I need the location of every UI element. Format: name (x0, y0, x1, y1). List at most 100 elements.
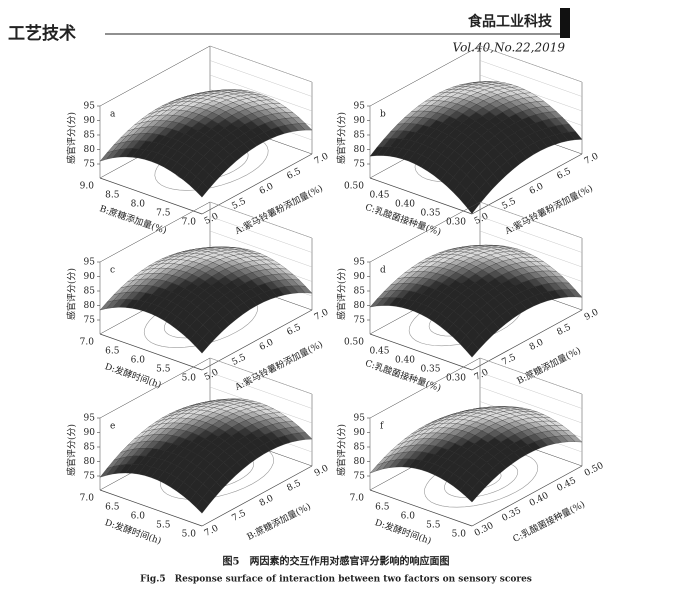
left-tick-label: 7.0 (182, 218, 197, 228)
back-grid (479, 216, 583, 253)
axis-line (471, 309, 583, 371)
z-tick-label: 90 (354, 272, 366, 282)
axis-line (201, 153, 313, 215)
surface-cell (195, 497, 210, 514)
left-tick-label: 5.5 (156, 365, 171, 375)
back-grid (209, 216, 313, 253)
z-tick-label: 95 (84, 414, 96, 424)
z-tick-label: 75 (84, 316, 96, 326)
back-grid (479, 201, 583, 239)
axis-line (369, 333, 473, 371)
left-tick-label: 5.0 (452, 530, 467, 540)
header-block (560, 8, 570, 38)
caption-en: Fig.5 Response surface of interaction be… (140, 575, 532, 585)
left-tick-label: 6.5 (105, 347, 120, 357)
volume: Vol.40,No.22,2019 (453, 41, 566, 55)
panel-label: c (110, 266, 115, 276)
caption-cn: 图5 两因素的交互作用对感官评分影响的响应面图 (223, 555, 450, 568)
z-tick-label: 90 (84, 428, 96, 438)
z-tick-label: 80 (354, 301, 366, 311)
back-grid (209, 230, 313, 268)
axis-line (99, 333, 203, 371)
left-tick-label: 0.50 (344, 338, 364, 348)
z-tick-label: 95 (354, 414, 366, 424)
right-tick-label: 6.5 (555, 166, 573, 182)
surface-cell (465, 488, 480, 503)
right-tick-label: 6.5 (285, 322, 303, 338)
right-tick-label: 7.5 (230, 508, 248, 524)
z-tick-label: 90 (84, 272, 96, 282)
z-tick-label: 75 (84, 472, 96, 482)
box-edge (369, 357, 481, 419)
box-edge (99, 201, 211, 263)
left-tick-label: 6.0 (131, 356, 146, 366)
right-tick-label: 8.5 (555, 322, 573, 338)
z-axis-title: 感官评分(分) (66, 424, 78, 476)
right-tick-label: 5.5 (500, 196, 518, 212)
back-grid (209, 372, 313, 409)
back-grid (479, 60, 583, 97)
z-tick-label: 95 (84, 258, 96, 268)
left-tick-label: 6.0 (131, 512, 146, 522)
z-axis-title: 感官评分(分) (336, 424, 348, 476)
back-grid (209, 74, 313, 112)
z-tick-label: 75 (354, 160, 366, 170)
left-tick-label: 7.0 (80, 494, 95, 504)
z-axis-title: 感官评分(分) (66, 268, 78, 320)
z-tick-label: 75 (354, 472, 366, 482)
right-tick-label: 0.50 (583, 461, 606, 479)
box-edge (99, 357, 211, 419)
right-axis-title: C:乳酸菌接种量(%) (511, 498, 587, 545)
back-grid (479, 230, 583, 268)
right-tick-label: 6.5 (285, 166, 303, 182)
left-tick-label: 0.30 (446, 374, 466, 384)
left-tick-label: 5.0 (182, 374, 197, 384)
left-tick-label: 7.5 (156, 209, 171, 219)
z-tick-label: 90 (84, 116, 96, 126)
z-tick-label: 80 (354, 457, 366, 467)
axis-line (201, 309, 313, 371)
z-tick-label: 85 (84, 131, 96, 141)
left-tick-label: 0.35 (420, 209, 440, 219)
left-tick-label: 9.0 (80, 182, 95, 192)
left-tick-label: 6.5 (105, 503, 120, 513)
z-tick-label: 95 (84, 102, 96, 112)
right-tick-label: 7.5 (500, 352, 518, 368)
back-grid (209, 201, 313, 239)
left-tick-label: 8.5 (105, 191, 120, 201)
axis-line (201, 465, 313, 527)
left-tick-label: 0.45 (369, 347, 389, 357)
left-tick-label: 0.30 (446, 218, 466, 228)
left-tick-label: 5.5 (426, 521, 441, 531)
left-tick-label: 0.35 (420, 365, 440, 375)
right-axis-title: B:蔗糖添加量(%) (515, 344, 583, 387)
panel-label: d (380, 266, 386, 276)
z-axis-title: 感官评分(分) (336, 112, 348, 164)
left-tick-label: 0.40 (395, 200, 415, 210)
z-axis-title: 感官评分(分) (66, 112, 78, 164)
z-tick-label: 80 (84, 145, 96, 155)
right-tick-label: 8.0 (258, 493, 276, 509)
left-tick-label: 7.0 (350, 494, 365, 504)
back-grid (209, 357, 313, 395)
left-tick-label: 7.0 (80, 338, 95, 348)
axis-line (369, 177, 473, 215)
right-axis-title: B:蔗糖添加量(%) (245, 500, 313, 543)
axis-line (99, 489, 203, 527)
z-tick-label: 90 (354, 428, 366, 438)
z-tick-label: 85 (354, 287, 366, 297)
box-edge (99, 45, 211, 107)
left-tick-label: 0.40 (395, 356, 415, 366)
z-tick-label: 85 (354, 131, 366, 141)
box-edge (369, 45, 481, 107)
right-tick-label: 7.0 (313, 307, 331, 323)
back-grid (479, 357, 583, 395)
back-grid (479, 45, 583, 83)
right-tick-label: 6.0 (258, 337, 276, 353)
left-tick-label: 8.0 (131, 200, 146, 210)
z-tick-label: 85 (84, 287, 96, 297)
